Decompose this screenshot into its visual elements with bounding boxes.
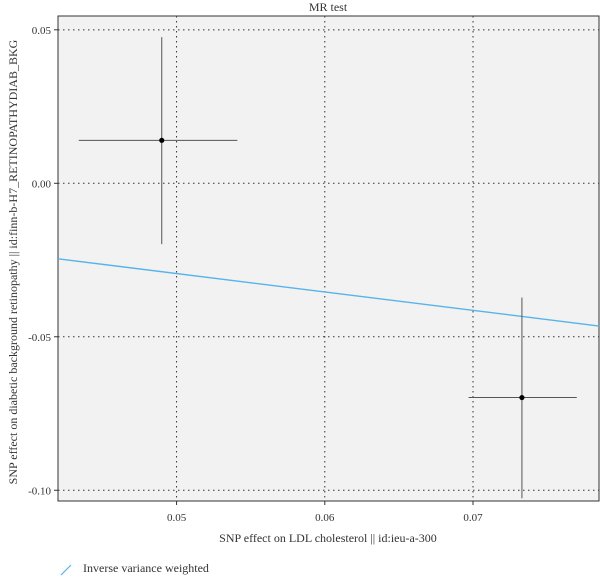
plot-panel [57,15,600,502]
grid-lines [58,16,599,501]
y-tick-label: 0.05 [32,25,52,37]
y-tick-label: -0.05 [28,332,51,344]
data-point [519,394,525,401]
chart-title: MR test [309,0,348,14]
y-tick-label: -0.10 [28,485,51,497]
x-tick-label: 0.07 [463,512,483,524]
x-tick-label: 0.06 [315,512,335,524]
x-tick-label: 0.05 [167,512,187,524]
axes: 0.05 0.06 0.07 0.05 0.00 -0.05 -0.10 [28,25,483,524]
legend-label-ivw: Inverse variance weighted [83,561,209,575]
data-points [78,37,577,499]
ivw-regression-line [57,258,600,327]
legend: Inverse variance weighted [60,561,209,576]
y-tick-label: 0.00 [32,178,52,190]
legend-key-ivw [60,564,72,576]
data-point [159,137,165,143]
regression-lines [57,258,600,327]
y-axis-label: SNP effect on diabetic background retino… [6,39,20,484]
x-axis-label: SNP effect on LDL cholesterol || id:ieu-… [219,531,437,545]
